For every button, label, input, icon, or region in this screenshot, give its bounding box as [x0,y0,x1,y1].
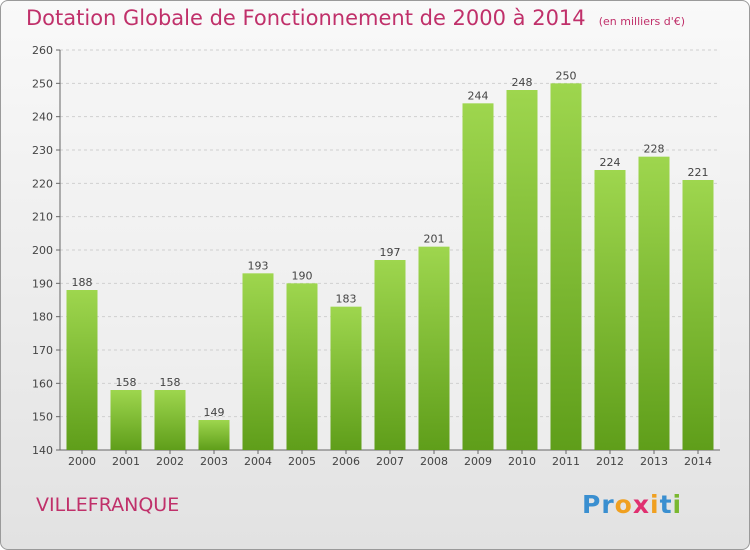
y-tick-label: 190 [32,277,53,290]
x-tick-label: 2011 [552,455,580,468]
chart-title-text: Dotation Globale de Fonctionnement de 20… [26,6,586,30]
x-tick-label: 2000 [68,455,96,468]
y-tick-label: 150 [32,411,53,424]
bar [66,290,98,450]
bar-value-label: 197 [380,246,401,259]
bar [462,103,494,450]
y-tick-label: 140 [32,444,53,457]
y-tick-label: 170 [32,344,53,357]
x-tick-label: 2010 [508,455,536,468]
y-tick-label: 210 [32,211,53,224]
x-tick-label: 2002 [156,455,184,468]
bar-value-label: 248 [512,76,533,89]
bar-value-label: 183 [336,293,357,306]
y-tick-label: 230 [32,144,53,157]
x-tick-label: 2014 [684,455,712,468]
bar [286,283,318,450]
x-tick-label: 2012 [596,455,624,468]
x-tick-label: 2004 [244,455,272,468]
bar [550,83,582,450]
x-tick-label: 2013 [640,455,668,468]
commune-name: VILLEFRANQUE [36,494,180,516]
bar-value-label: 244 [468,89,489,102]
logo-letter: x [632,490,650,519]
logo-letter: t [659,490,673,519]
x-tick-label: 2007 [376,455,404,468]
y-tick-label: 250 [32,77,53,90]
bar-value-label: 250 [556,69,577,82]
y-tick-label: 260 [32,44,53,57]
bar-value-label: 201 [424,233,445,246]
bar-value-label: 188 [72,276,93,289]
x-tick-label: 2001 [112,455,140,468]
logo-letter: i [672,490,683,519]
bar-value-label: 193 [248,259,269,272]
y-tick-label: 160 [32,377,53,390]
proxiti-logo: Proxiti [582,490,682,519]
x-tick-label: 2003 [200,455,228,468]
logo-letter: P [582,490,602,519]
x-tick-label: 2006 [332,455,360,468]
logo-letter: r [601,490,615,519]
bar [154,390,186,450]
y-tick-label: 200 [32,244,53,257]
x-tick-label: 2008 [420,455,448,468]
bar [374,260,406,450]
logo-letter: i [650,490,660,519]
x-tick-label: 2009 [464,455,492,468]
bar-value-label: 221 [688,166,709,179]
bar [594,170,626,450]
bar [110,390,142,450]
bar [682,180,714,450]
chart-title: Dotation Globale de Fonctionnement de 20… [26,6,685,30]
bar-value-label: 190 [292,269,313,282]
bar [506,90,538,450]
bar-value-label: 158 [116,376,137,389]
bar-value-label: 158 [160,376,181,389]
bar-value-label: 224 [600,156,621,169]
bar [242,273,274,450]
chart-unit-note: (en milliers d'€) [598,15,686,28]
x-tick-label: 2005 [288,455,316,468]
bar-value-label: 149 [204,406,225,419]
y-tick-label: 180 [32,311,53,324]
bar [418,246,450,450]
bar [330,306,362,450]
y-tick-label: 240 [32,111,53,124]
logo-letter: o [614,490,633,519]
bar [198,420,230,450]
y-tick-label: 220 [32,177,53,190]
bar-value-label: 228 [644,143,665,156]
bar [638,156,670,450]
